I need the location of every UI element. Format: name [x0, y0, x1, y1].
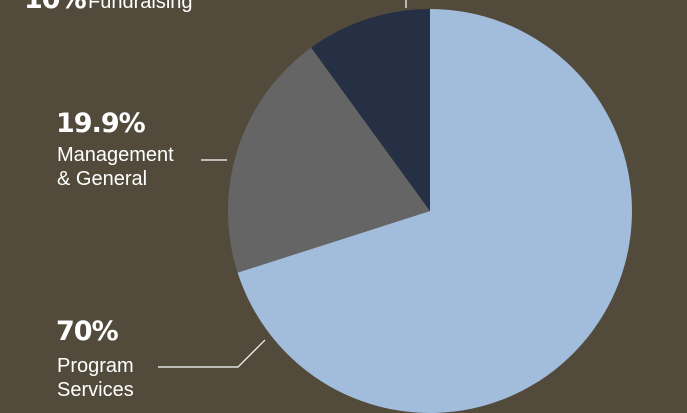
leader-line-program-services: [158, 339, 266, 368]
slice-name-label-program-services: Program Services: [57, 355, 134, 401]
slice-percent-label-fundraising: 10%: [24, 0, 87, 13]
pie-slice-fundraising: [311, 9, 430, 211]
pie-slice-program-services: [237, 9, 632, 413]
slice-percent-label-management-general: 19.9%: [56, 108, 146, 139]
slice-name-label-management-general: Management & General: [57, 144, 174, 190]
slice-percent-label-program-services: 70%: [56, 316, 119, 347]
pie-slice-management-general: [227, 47, 430, 273]
slice-name-label-fundraising: Fundraising: [88, 0, 193, 13]
